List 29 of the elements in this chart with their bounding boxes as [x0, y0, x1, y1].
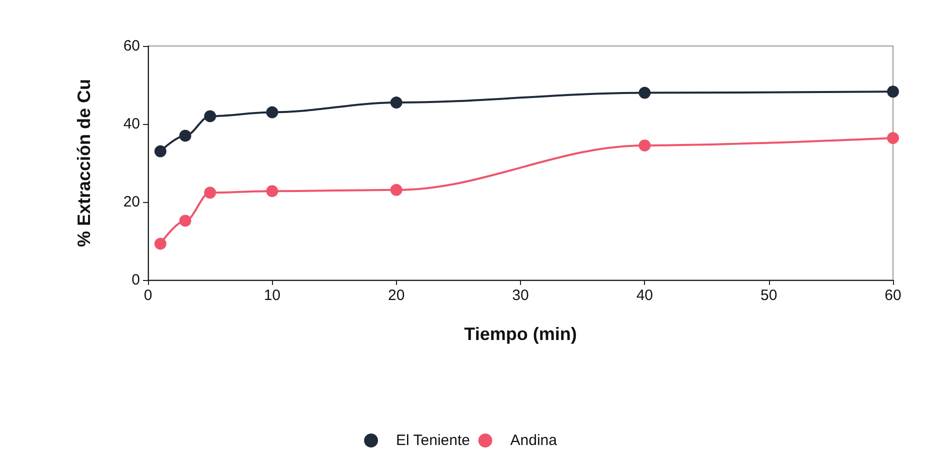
x-tick-label: 50	[760, 287, 778, 304]
x-tick-label: 40	[636, 287, 654, 304]
y-tick-label: 0	[132, 272, 140, 288]
x-tick-label: 30	[512, 287, 529, 304]
point	[266, 185, 278, 198]
point	[154, 145, 166, 158]
point	[154, 238, 166, 250]
point	[204, 186, 216, 199]
point	[204, 110, 216, 122]
y-tick-label: 60	[123, 38, 140, 54]
x-tick-label: 10	[264, 287, 281, 304]
point	[266, 106, 278, 118]
point	[887, 132, 899, 144]
x-tick-label: 0	[144, 287, 152, 304]
point	[390, 184, 402, 196]
point	[638, 86, 651, 99]
point	[179, 130, 192, 142]
y-tick-label: 20	[123, 194, 140, 210]
point	[638, 139, 651, 152]
x-tick-label: 60	[884, 287, 902, 304]
point	[179, 214, 192, 227]
legend-label: Andina	[510, 432, 558, 449]
legend-label: El Teniente	[396, 432, 470, 449]
x-tick-label: 20	[388, 287, 405, 304]
y-tick-label: 40	[123, 116, 140, 132]
x-axis-title: Tiempo (min)	[464, 324, 577, 344]
point	[390, 96, 402, 109]
point	[887, 86, 899, 98]
y-axis-title: % Extracción de Cu	[74, 78, 94, 248]
